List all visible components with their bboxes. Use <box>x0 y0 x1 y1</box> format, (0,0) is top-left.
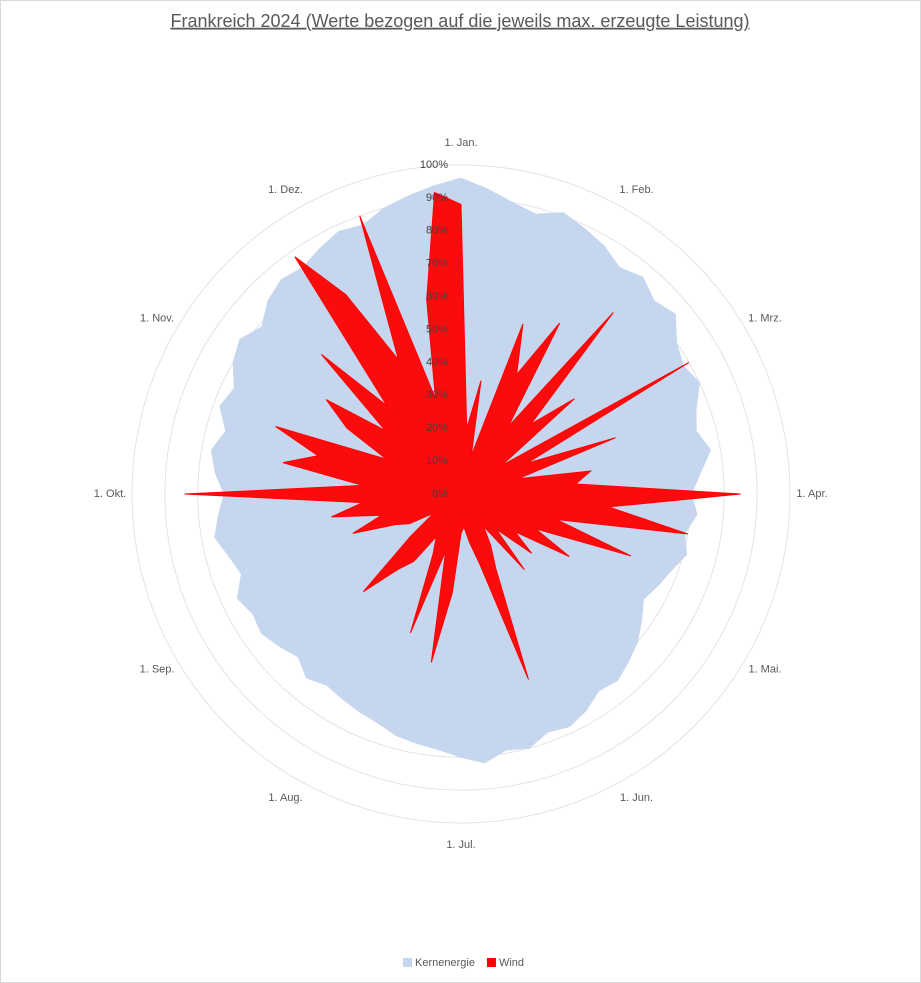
category-label: 1. Jul. <box>446 839 475 851</box>
r-tick-label: 90% <box>426 192 448 204</box>
r-tick-label: 0% <box>432 488 448 500</box>
category-label: 1. Jun. <box>620 792 653 804</box>
r-tick-label: 10% <box>426 455 448 467</box>
category-label: 1. Jan. <box>444 137 477 149</box>
plot-area <box>184 177 741 764</box>
category-label: 1. Sep. <box>140 663 175 675</box>
legend-label: Kernenergie <box>415 957 475 969</box>
r-tick-label: 30% <box>426 389 448 401</box>
category-label: 1. Dez. <box>268 184 303 196</box>
category-label: 1. Okt. <box>94 488 126 500</box>
legend: Kernenergie Wind <box>403 957 524 969</box>
grid-ring <box>131 164 791 824</box>
category-label: 1. Mrz. <box>748 312 782 324</box>
r-tick-label: 70% <box>426 258 448 270</box>
r-tick-label: 50% <box>426 323 448 335</box>
category-label: 1. Apr. <box>796 488 827 500</box>
category-label: 1. Aug. <box>268 792 302 804</box>
r-tick-label: 40% <box>426 356 448 368</box>
series-area <box>184 191 741 680</box>
category-label: 1. Mai. <box>748 663 781 675</box>
chart-title: Frankreich 2024 (Werte bezogen auf die j… <box>171 11 750 31</box>
legend-label: Wind <box>499 957 524 969</box>
legend-swatch <box>486 958 496 967</box>
category-label: 1. Feb. <box>619 184 653 196</box>
legend-swatch <box>403 958 412 967</box>
r-tick-label: 80% <box>426 225 448 237</box>
axis-labels: 0% 10% 20% 30% 40% 50% 60% 70% 80% 90% 100% 1. Jan.… <box>94 137 828 851</box>
r-tick-label: 100% <box>420 159 448 171</box>
category-label: 1. Nov. <box>140 312 174 324</box>
r-tick-label: 20% <box>426 422 448 434</box>
r-tick-label: 60% <box>426 291 448 303</box>
